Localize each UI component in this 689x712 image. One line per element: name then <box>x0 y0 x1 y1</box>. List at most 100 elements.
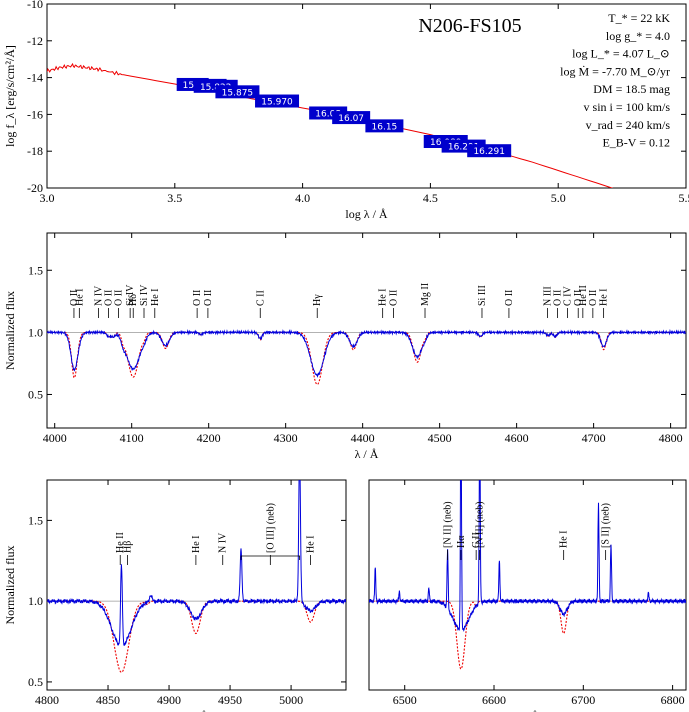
photometry-box <box>332 111 371 125</box>
line-identification: He I <box>74 289 85 318</box>
ident-label: O II <box>192 290 203 306</box>
line-identification: C II <box>471 532 482 560</box>
x-tick-label: 4900 <box>157 693 181 707</box>
ident-label: C IV <box>562 286 573 307</box>
ident-label: C II <box>471 532 482 548</box>
photometry-point: 16.15 <box>365 119 404 133</box>
y-tick-label: 1.0 <box>28 594 43 608</box>
line-identification: [O III] (neb) <box>265 503 276 565</box>
y-axis-label: Normalized flux <box>3 546 17 625</box>
line-identification: He I <box>378 289 389 318</box>
x-tick-label: 6700 <box>571 693 595 707</box>
line-identification: O II <box>588 290 599 318</box>
line-identification: O II <box>114 290 125 318</box>
x-tick-label: 6600 <box>482 693 506 707</box>
ident-label: N III <box>542 286 553 306</box>
photometry-point: 15.875 <box>215 85 260 99</box>
ident-label: He I <box>74 289 85 307</box>
observed-spectrum <box>369 480 686 632</box>
panel-halpha: 6500660067006800λ / Å[N II] (neb)HαC II[… <box>368 479 687 712</box>
y-tick-label: -18 <box>27 144 43 158</box>
line-identification: Si IV <box>125 284 136 318</box>
photometry-point: 16.291 <box>467 144 512 158</box>
line-identification: O II <box>104 290 115 318</box>
photometry-label: 15.875 <box>222 88 254 98</box>
ident-label: [N II] (neb) <box>475 501 486 548</box>
star-name: N206-FS105 <box>418 15 521 37</box>
ident-label: Si III <box>477 285 488 306</box>
plot-frame <box>46 479 347 691</box>
x-tick-label: 4800 <box>35 693 59 707</box>
photometry-box <box>365 119 404 133</box>
line-identification: N III <box>542 286 553 318</box>
plot-frame <box>46 232 687 429</box>
ident-label: [O III] (neb) <box>265 503 276 553</box>
x-tick-label: 4200 <box>197 431 221 445</box>
ident-label: O II <box>114 290 125 306</box>
photometry-point: 15.970 <box>255 94 300 108</box>
ident-label: Hδ <box>128 294 139 306</box>
ident-label: He I <box>559 531 570 549</box>
plot-frame <box>46 3 687 189</box>
stellar-parameter: log L_* = 4.07 L_⊙ <box>572 47 670 61</box>
model-spectrum <box>47 331 686 386</box>
y-tick-label: -14 <box>27 71 43 85</box>
x-tick-label: 4300 <box>274 431 298 445</box>
line-identification: He II <box>115 532 126 565</box>
line-identification: He I <box>559 531 570 560</box>
observed-spectrum <box>47 480 346 646</box>
x-tick-label: 5.5 <box>679 191 689 205</box>
ident-label: O II <box>104 290 115 306</box>
x-tick-label: 5.0 <box>551 191 566 205</box>
y-tick-label: 1.5 <box>28 263 43 277</box>
x-tick-label: 4400 <box>351 431 375 445</box>
panel-blue: 4000 4100 4200 4300 4400 4500 4600 4700 4800 0.5 1… <box>3 232 687 461</box>
x-tick-label: 6800 <box>661 693 685 707</box>
ident-label: O II <box>203 290 214 306</box>
line-identification: O II <box>552 290 563 318</box>
photometry-label: 16.291 <box>448 143 480 153</box>
y-tick-label: 0.5 <box>28 675 43 689</box>
x-tick-label: 4950 <box>218 693 242 707</box>
line-identification: C II <box>255 290 266 318</box>
stellar-parameter: v sin i = 100 km/s <box>584 100 671 114</box>
x-tick-label: 4.0 <box>295 191 310 205</box>
x-tick-label: 4600 <box>505 431 529 445</box>
ident-label: O II <box>588 290 599 306</box>
ident-label: He I <box>599 289 610 307</box>
line-identification: Si IV <box>139 284 150 318</box>
x-tick-label: 4000 <box>43 431 67 445</box>
ident-label: Hα <box>456 535 467 548</box>
line-identification: O II <box>388 290 399 318</box>
line-identification: O II <box>69 290 80 318</box>
oiii-bracket <box>240 555 301 560</box>
observed-spectrum <box>47 328 686 378</box>
ident-label: C II <box>255 290 266 306</box>
y-tick-label: -16 <box>27 107 43 121</box>
x-tick-label: 6500 <box>393 693 417 707</box>
line-identification: [N II] (neb) <box>443 501 454 560</box>
line-identification: [S II] (neb) <box>601 503 612 560</box>
panel-hbeta: 4800 4850 4900 4950 5000 0.5 1.0 1.5 λ / Å Normal… <box>3 479 347 712</box>
line-identification: O II <box>203 290 214 318</box>
x-tick-label: 3.5 <box>167 191 182 205</box>
line-identification: He I <box>191 536 202 565</box>
y-tick-label: 1.5 <box>28 513 43 527</box>
photometry-label: 16.291 <box>473 147 505 157</box>
plot-frame <box>368 479 687 691</box>
x-tick-label: 4.5 <box>423 191 438 205</box>
line-identification: Si III <box>477 285 488 318</box>
ident-label: N IV <box>94 285 105 306</box>
line-identification: O II <box>573 290 584 318</box>
y-tick-label: 1.0 <box>28 325 43 339</box>
line-identification: He I <box>306 536 317 565</box>
stellar-parameter: DM = 18.5 mag <box>593 82 670 96</box>
line-identification: Hα <box>456 535 467 560</box>
photometry-box <box>215 85 260 99</box>
panel-sed: 3.0 3.5 4.0 4.5 5.0 5.5 -10 -12 -14 -16 -18 -20 log … <box>3 0 689 221</box>
model-spectrum <box>369 600 686 670</box>
line-identification: Hδ <box>128 294 139 318</box>
ident-label: He I <box>150 289 161 307</box>
x-tick-label: 4850 <box>96 693 120 707</box>
